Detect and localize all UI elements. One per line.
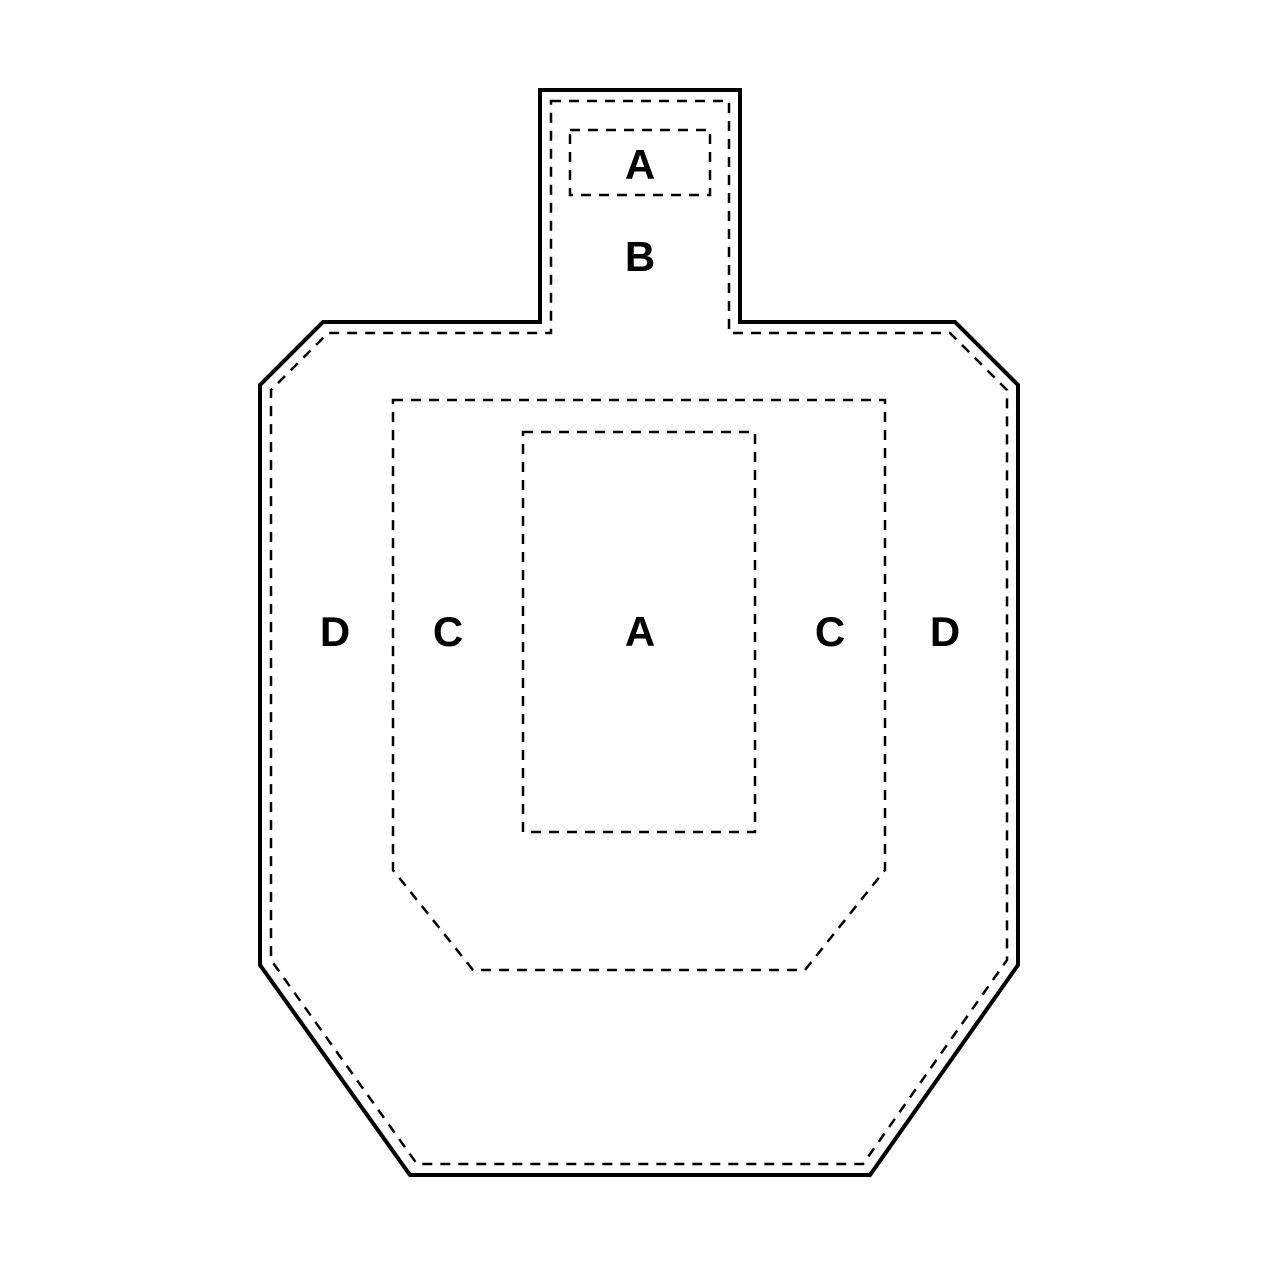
c-zone xyxy=(393,400,885,970)
zone-label-right_C: C xyxy=(815,608,845,655)
zone-label-head_B: B xyxy=(625,233,655,280)
ipsc-target-diagram: ABDCACD xyxy=(0,0,1280,1280)
zone-labels: ABDCACD xyxy=(320,141,960,655)
zone-label-right_D: D xyxy=(930,608,960,655)
zone-label-left_D: D xyxy=(320,608,350,655)
zone-label-head_A: A xyxy=(625,141,655,188)
zone-label-left_C: C xyxy=(433,608,463,655)
zone-label-body_A: A xyxy=(625,608,655,655)
